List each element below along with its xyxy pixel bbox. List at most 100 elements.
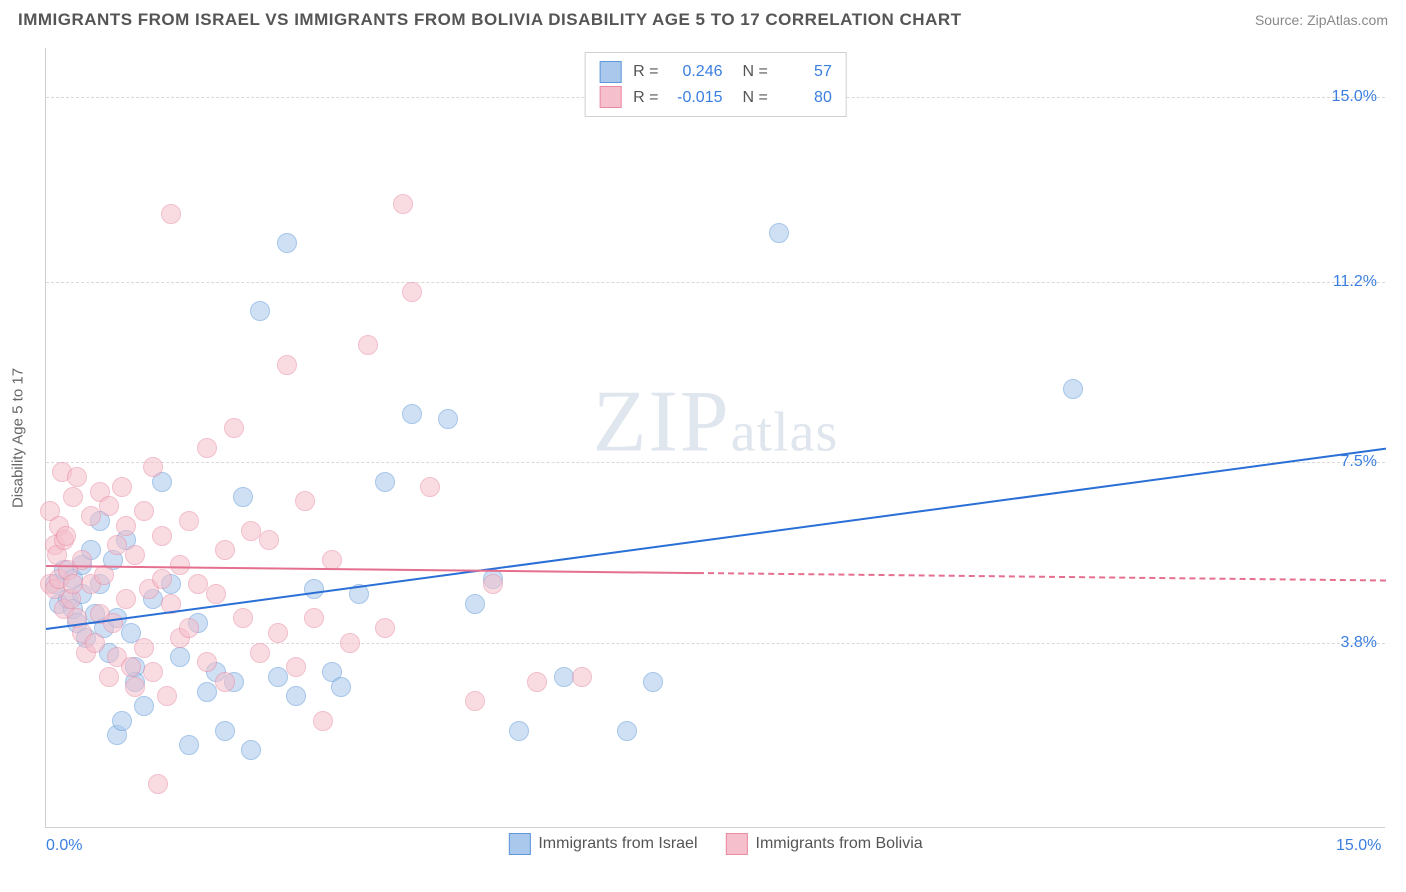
scatter-point	[121, 657, 141, 677]
scatter-point	[331, 677, 351, 697]
scatter-point	[304, 608, 324, 628]
scatter-point	[99, 496, 119, 516]
scatter-point	[134, 501, 154, 521]
scatter-point	[152, 526, 172, 546]
scatter-point	[161, 204, 181, 224]
scatter-point	[402, 404, 422, 424]
legend-row-israel: R = 0.246 N = 57	[599, 59, 832, 85]
gridline	[46, 643, 1385, 644]
scatter-point	[295, 491, 315, 511]
y-tick-label: 11.2%	[1333, 273, 1377, 291]
r-value-bolivia: -0.015	[667, 85, 723, 111]
swatch-israel	[599, 61, 621, 83]
scatter-point	[313, 711, 333, 731]
scatter-point	[402, 282, 422, 302]
scatter-point	[197, 652, 217, 672]
scatter-point	[103, 613, 123, 633]
scatter-point	[116, 516, 136, 536]
scatter-point	[268, 623, 288, 643]
scatter-point	[215, 721, 235, 741]
scatter-point	[358, 335, 378, 355]
scatter-point	[375, 618, 395, 638]
scatter-point	[179, 735, 199, 755]
scatter-point	[143, 662, 163, 682]
scatter-point	[769, 223, 789, 243]
scatter-point	[81, 506, 101, 526]
scatter-point	[250, 643, 270, 663]
scatter-point	[304, 579, 324, 599]
legend-label-israel: Immigrants from Israel	[538, 835, 697, 853]
plot-area: ZIPatlas Disability Age 5 to 17 R = 0.24…	[45, 48, 1385, 828]
source-label: Source: ZipAtlas.com	[1255, 12, 1388, 28]
legend-item-bolivia: Immigrants from Bolivia	[725, 833, 922, 855]
swatch-israel-bottom	[508, 833, 530, 855]
scatter-point	[527, 672, 547, 692]
scatter-point	[259, 530, 279, 550]
scatter-point	[286, 657, 306, 677]
scatter-point	[134, 696, 154, 716]
scatter-point	[322, 550, 342, 570]
scatter-point	[420, 477, 440, 497]
scatter-point	[572, 667, 592, 687]
scatter-point	[148, 774, 168, 794]
scatter-point	[241, 521, 261, 541]
scatter-point	[340, 633, 360, 653]
scatter-point	[134, 638, 154, 658]
scatter-point	[63, 487, 83, 507]
scatter-point	[179, 511, 199, 531]
swatch-bolivia	[599, 86, 621, 108]
trendline	[46, 565, 698, 574]
scatter-point	[197, 438, 217, 458]
scatter-point	[509, 721, 529, 741]
n-value-israel: 57	[776, 59, 832, 85]
scatter-point	[483, 574, 503, 594]
scatter-point	[152, 569, 172, 589]
scatter-point	[56, 526, 76, 546]
scatter-point	[241, 740, 261, 760]
scatter-point	[112, 477, 132, 497]
scatter-point	[286, 686, 306, 706]
scatter-point	[125, 545, 145, 565]
watermark: ZIPatlas	[593, 371, 839, 472]
r-value-israel: 0.246	[667, 59, 723, 85]
scatter-point	[233, 608, 253, 628]
swatch-bolivia-bottom	[725, 833, 747, 855]
scatter-point	[170, 647, 190, 667]
scatter-point	[233, 487, 253, 507]
scatter-point	[143, 457, 163, 477]
correlation-legend: R = 0.246 N = 57 R = -0.015 N = 80	[584, 52, 847, 117]
scatter-point	[1063, 379, 1083, 399]
gridline	[46, 282, 1385, 283]
legend-label-bolivia: Immigrants from Bolivia	[755, 835, 922, 853]
n-value-bolivia: 80	[776, 85, 832, 111]
scatter-point	[99, 667, 119, 687]
scatter-point	[206, 584, 226, 604]
scatter-point	[157, 686, 177, 706]
scatter-point	[643, 672, 663, 692]
scatter-point	[170, 555, 190, 575]
scatter-point	[116, 589, 136, 609]
scatter-point	[438, 409, 458, 429]
scatter-point	[277, 355, 297, 375]
y-tick-label: 3.8%	[1341, 634, 1377, 652]
legend-row-bolivia: R = -0.015 N = 80	[599, 85, 832, 111]
chart-title: IMMIGRANTS FROM ISRAEL VS IMMIGRANTS FRO…	[18, 10, 962, 30]
scatter-point	[215, 540, 235, 560]
scatter-point	[179, 618, 199, 638]
scatter-point	[268, 667, 288, 687]
y-axis-title: Disability Age 5 to 17	[10, 367, 27, 507]
scatter-point	[197, 682, 217, 702]
scatter-point	[277, 233, 297, 253]
scatter-point	[85, 633, 105, 653]
trendline-extrapolated	[698, 572, 1386, 582]
scatter-point	[67, 467, 87, 487]
chart-container: IMMIGRANTS FROM ISRAEL VS IMMIGRANTS FRO…	[0, 0, 1406, 892]
scatter-point	[188, 574, 208, 594]
x-tick-label: 15.0%	[1336, 837, 1381, 855]
y-tick-label: 15.0%	[1332, 88, 1377, 106]
scatter-point	[617, 721, 637, 741]
x-tick-label: 0.0%	[46, 837, 82, 855]
scatter-point	[465, 691, 485, 711]
scatter-point	[375, 472, 395, 492]
scatter-point	[250, 301, 270, 321]
